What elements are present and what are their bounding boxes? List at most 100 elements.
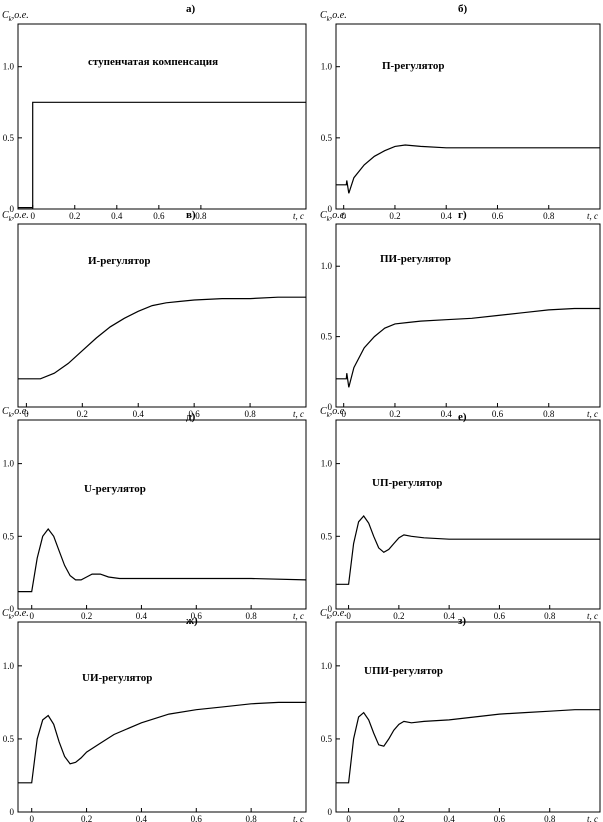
x-tick-label: 0.6: [492, 409, 504, 419]
chart-panel-2: Ck,о.е. б) П-регулятор 0 0.5 1.0 0 0.2 0.4 0.6 0.8…: [320, 3, 601, 221]
panel-letter: е): [458, 411, 467, 423]
y-tick-label: 0: [328, 604, 333, 614]
plot-frame: [335, 223, 601, 408]
y-axis-label: Ck,о.е.: [2, 10, 29, 23]
y-axis-label: Ck,о.е.: [320, 608, 347, 621]
y-tick-label: 0.5: [321, 332, 333, 342]
x-tick-label: 0: [24, 409, 29, 419]
panel-title: UП-регулятор: [372, 477, 442, 489]
x-tick-label: 0.2: [389, 409, 400, 419]
y-tick-label: 0.5: [3, 734, 15, 744]
y-tick-label: 0.5: [321, 133, 333, 143]
x-tick-label: 0.6: [191, 611, 203, 621]
plot-frame: [17, 621, 307, 813]
x-tick-label: 0.2: [393, 814, 404, 822]
chart-panel-8: Ck,о.е. з) UПИ-регулятор 0 0.5 1.0 0 0.2 0.4 0.6 0…: [320, 608, 601, 822]
x-tick-label: 0.6: [153, 211, 165, 221]
x-axis-label: t, с: [587, 211, 598, 221]
chart-panel-3: Ck,о.е. в) И-регулятор 0 0.2 0.4 0.6 0.8 t, с: [2, 209, 307, 419]
x-axis-label: t, с: [293, 409, 304, 419]
y-tick-label: 0: [10, 604, 15, 614]
x-tick-label: 0.4: [441, 409, 453, 419]
chart-panel-4: Ck,о.е. г) ПИ-регулятор 0 0.5 1.0 0 0.2 0.4 0.6 0.…: [320, 209, 601, 419]
panel-letter: д): [186, 411, 196, 423]
panel-title: И-регулятор: [88, 255, 150, 267]
x-axis-label: t, с: [587, 409, 598, 419]
x-tick-label: 0.2: [393, 611, 404, 621]
y-tick-label: 1.0: [321, 261, 333, 271]
chart-panel-5: Ck,о.е. д) U-регулятор 0 0.5 1.0 0 0.2 0.4 0.6 0.8…: [2, 406, 307, 621]
plot-frame: [17, 223, 307, 408]
plot-frame: [17, 419, 307, 610]
y-tick-label: 1.0: [3, 62, 15, 72]
x-tick-label: 0.4: [444, 814, 456, 822]
x-axis-label: t, с: [293, 611, 304, 621]
x-tick-label: 0.4: [111, 211, 123, 221]
panel-letter: г): [458, 209, 467, 221]
chart-panel-1: Ck,о.е. а) ступенчатая компенсация 0 0.5 1.0 0…: [2, 3, 307, 221]
x-tick-label: 0.6: [189, 409, 201, 419]
x-tick-label: 0.6: [494, 611, 506, 621]
panel-letter: б): [458, 3, 468, 15]
x-tick-label: 0: [30, 211, 35, 221]
y-tick-label: 0.5: [321, 734, 333, 744]
x-tick-label: 0.8: [246, 814, 258, 822]
y-tick-label: 0.5: [3, 531, 15, 541]
x-tick-label: 0.8: [244, 409, 256, 419]
x-tick-label: 0.6: [191, 814, 203, 822]
x-tick-label: 0.8: [246, 611, 258, 621]
plot-frame: [17, 23, 307, 210]
plot-frame: [335, 419, 601, 610]
x-tick-label: 0.6: [492, 211, 504, 221]
x-tick-label: 0.4: [133, 409, 145, 419]
x-tick-label: 0.4: [136, 611, 148, 621]
y-tick-label: 0: [10, 807, 15, 817]
x-axis-label: t, с: [587, 814, 598, 822]
y-tick-label: 0: [328, 807, 333, 817]
response-curve: [336, 515, 600, 585]
x-tick-label: 0.8: [543, 211, 555, 221]
y-axis-label: Ck,о.е.: [2, 210, 29, 223]
x-tick-label: 0.8: [544, 814, 556, 822]
x-tick-label: 0.2: [77, 409, 88, 419]
y-axis-label: Ck,о.е.: [320, 210, 347, 223]
x-tick-label: 0.4: [136, 814, 148, 822]
x-tick-label: 0: [29, 814, 34, 822]
x-tick-label: 0.2: [389, 211, 400, 221]
panel-title: UИ-регулятор: [82, 672, 152, 684]
x-tick-label: 0: [346, 814, 351, 822]
x-tick-label: 0.8: [195, 211, 207, 221]
y-tick-label: 0.5: [321, 531, 333, 541]
x-axis-label: t, с: [587, 611, 598, 621]
y-tick-label: 0: [328, 402, 333, 412]
x-axis-label: t, с: [293, 211, 304, 221]
panel-title: U-регулятор: [84, 483, 146, 495]
x-axis-label: t, с: [293, 814, 304, 822]
x-tick-label: 0.2: [69, 211, 80, 221]
y-tick-label: 1.0: [3, 661, 15, 671]
y-tick-label: 0: [10, 204, 15, 214]
y-axis-label: Ck,о.е.: [320, 10, 347, 23]
y-tick-label: 1.0: [3, 459, 15, 469]
x-tick-label: 0.4: [444, 611, 456, 621]
panel-title: ступенчатая компенсация: [88, 56, 218, 68]
response-curve: [18, 528, 307, 593]
panel-title: UПИ-регулятор: [364, 665, 443, 677]
y-tick-label: 0.5: [3, 133, 15, 143]
plot-frame: [335, 23, 601, 210]
x-tick-label: 0.8: [543, 409, 555, 419]
y-tick-label: 1.0: [321, 459, 333, 469]
panel-title: ПИ-регулятор: [380, 253, 451, 265]
response-curve: [336, 144, 600, 194]
panel-letter: ж): [186, 615, 198, 627]
y-axis-label: Ck,о.е.: [320, 406, 347, 419]
response-curve: [18, 101, 306, 209]
x-tick-label: 0: [341, 409, 346, 419]
panel-letter: з): [458, 615, 466, 627]
x-tick-label: 0.8: [544, 611, 556, 621]
y-axis-label: Ck,о.е.: [2, 608, 29, 621]
panel-letter: в): [186, 209, 196, 221]
x-tick-label: 0: [29, 611, 34, 621]
response-curve: [18, 296, 306, 380]
